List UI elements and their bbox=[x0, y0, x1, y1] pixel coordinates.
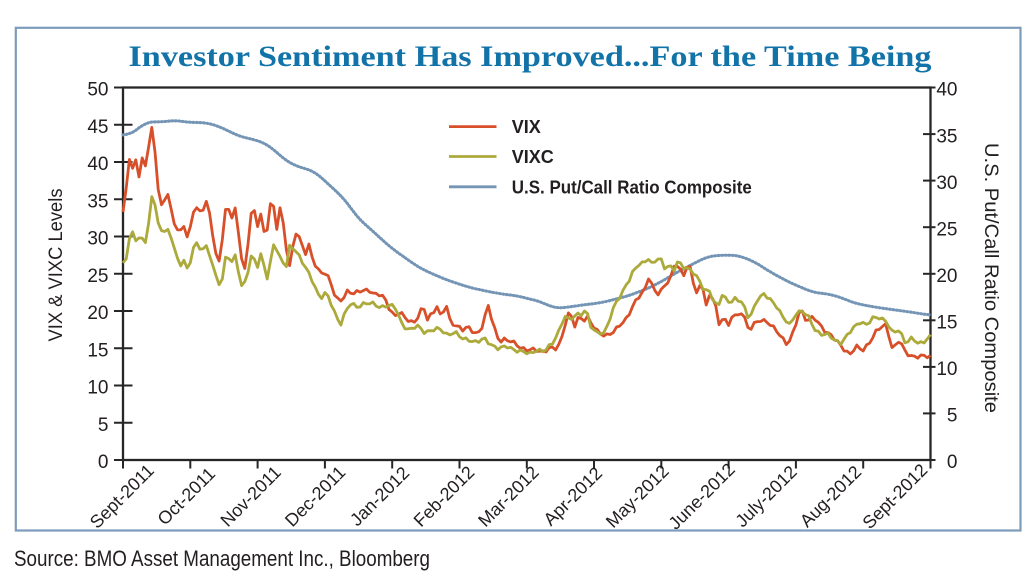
svg-text:15: 15 bbox=[87, 340, 108, 361]
svg-text:20: 20 bbox=[936, 266, 957, 287]
svg-text:5: 5 bbox=[98, 415, 109, 436]
svg-text:Source: BMO Asset Management I: Source: BMO Asset Management Inc., Bloom… bbox=[14, 546, 430, 571]
svg-text:Investor Sentiment Has Improve: Investor Sentiment Has Improved...For th… bbox=[129, 41, 932, 73]
svg-text:30: 30 bbox=[87, 229, 108, 250]
svg-text:25: 25 bbox=[936, 219, 957, 240]
svg-text:40: 40 bbox=[936, 80, 957, 101]
svg-text:VIX: VIX bbox=[512, 117, 541, 137]
svg-text:35: 35 bbox=[87, 191, 108, 212]
svg-text:U.S. Put/Call Ratio Composite: U.S. Put/Call Ratio Composite bbox=[512, 177, 752, 197]
svg-text:VIXC: VIXC bbox=[512, 147, 554, 167]
svg-text:U.S. Put/Call Ratio Composite: U.S. Put/Call Ratio Composite bbox=[980, 143, 1001, 413]
svg-text:25: 25 bbox=[87, 266, 108, 287]
svg-text:35: 35 bbox=[936, 126, 957, 147]
svg-text:10: 10 bbox=[936, 359, 957, 380]
svg-text:10: 10 bbox=[87, 378, 108, 399]
svg-text:15: 15 bbox=[936, 313, 957, 334]
svg-text:0: 0 bbox=[98, 452, 109, 473]
svg-text:VIX & VIXC Levels: VIX & VIXC Levels bbox=[46, 189, 67, 342]
svg-text:20: 20 bbox=[87, 303, 108, 324]
svg-text:5: 5 bbox=[947, 406, 958, 427]
svg-text:30: 30 bbox=[936, 173, 957, 194]
svg-text:0: 0 bbox=[947, 452, 958, 473]
svg-text:45: 45 bbox=[87, 117, 108, 138]
svg-text:40: 40 bbox=[87, 154, 108, 175]
svg-text:50: 50 bbox=[87, 80, 108, 101]
